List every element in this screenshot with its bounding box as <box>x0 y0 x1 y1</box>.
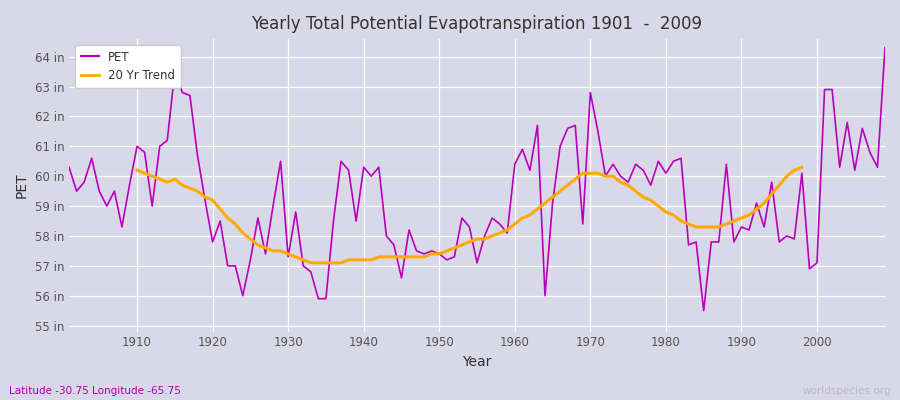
Text: Latitude -30.75 Longitude -65.75: Latitude -30.75 Longitude -65.75 <box>9 386 181 396</box>
Title: Yearly Total Potential Evapotranspiration 1901  -  2009: Yearly Total Potential Evapotranspiratio… <box>251 15 703 33</box>
X-axis label: Year: Year <box>463 355 491 369</box>
Legend: PET, 20 Yr Trend: PET, 20 Yr Trend <box>75 45 181 88</box>
Text: worldspecies.org: worldspecies.org <box>803 386 891 396</box>
Y-axis label: PET: PET <box>15 172 29 198</box>
